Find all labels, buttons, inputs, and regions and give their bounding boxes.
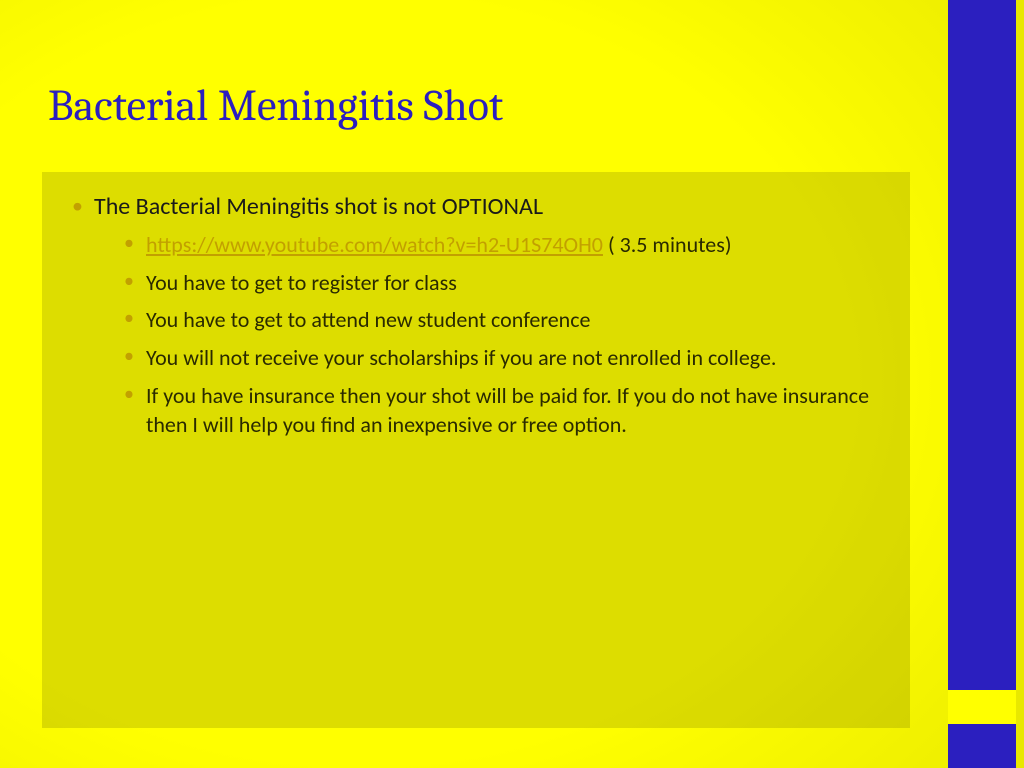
bullet-list-level2: https://www.youtube.com/watch?v=h2-U1S74… bbox=[94, 230, 884, 440]
list-item: https://www.youtube.com/watch?v=h2-U1S74… bbox=[94, 230, 884, 260]
accent-stripe-gap bbox=[948, 690, 1016, 724]
list-item-text: If you have insurance then your shot wil… bbox=[146, 382, 869, 439]
list-item: If you have insurance then your shot wil… bbox=[94, 381, 884, 440]
slide-right-edge bbox=[1016, 0, 1024, 768]
video-link[interactable]: https://www.youtube.com/watch?v=h2-U1S74… bbox=[146, 231, 603, 258]
video-duration: ( 3.5 minutes) bbox=[603, 231, 732, 258]
list-item-text: You have to get to attend new student co… bbox=[146, 306, 590, 333]
bullet-list-level1: The Bacterial Meningitis shot is not OPT… bbox=[60, 192, 884, 440]
content-box: The Bacterial Meningitis shot is not OPT… bbox=[42, 172, 910, 728]
list-item: You will not receive your scholarships i… bbox=[94, 343, 884, 373]
list-item: The Bacterial Meningitis shot is not OPT… bbox=[60, 192, 884, 440]
accent-stripe bbox=[948, 0, 1016, 768]
slide-title: Bacterial Meningitis Shot bbox=[48, 80, 503, 131]
list-item-text: You have to get to register for class bbox=[146, 269, 457, 296]
list-item-text: The Bacterial Meningitis shot is not OPT… bbox=[94, 192, 543, 221]
list-item-text: You will not receive your scholarships i… bbox=[146, 344, 776, 371]
list-item: You have to get to attend new student co… bbox=[94, 305, 884, 335]
list-item: You have to get to register for class bbox=[94, 268, 884, 298]
